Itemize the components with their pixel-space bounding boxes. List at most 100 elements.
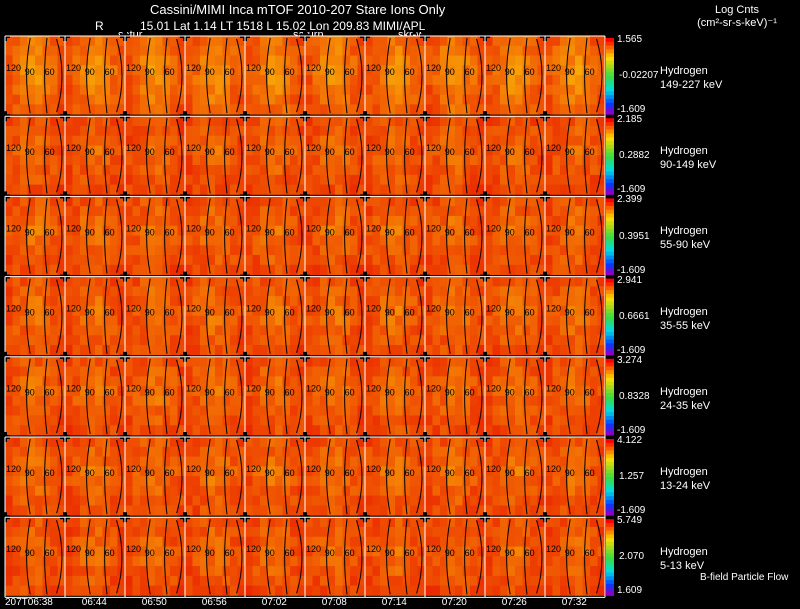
heatmap-pixel [192, 215, 201, 227]
heatmap-pixel [395, 155, 403, 166]
heatmap-pixel [305, 466, 313, 477]
heatmap-pixel [200, 376, 208, 387]
heatmap-pixel [42, 376, 51, 387]
heatmap-pixel [20, 585, 28, 596]
heatmap-pixel [462, 405, 471, 416]
heatmap-pixel [290, 476, 298, 487]
heatmap-pixel [530, 264, 538, 275]
arc-90 [506, 198, 511, 274]
heatmap-pixel [252, 125, 261, 137]
heatmap-pixel [260, 425, 268, 436]
heatmap-pixel [87, 425, 96, 436]
colorbar-step [606, 53, 614, 58]
heatmap-pixel [65, 184, 73, 195]
heatmap-pixel [492, 155, 501, 166]
heatmap-pixel [357, 425, 366, 436]
angle-label: 90 [265, 548, 275, 558]
heatmap-pixel [230, 335, 238, 346]
heatmap-pixel [507, 376, 516, 387]
heatmap-pixel [185, 356, 193, 367]
heatmap-pixel [5, 335, 13, 346]
heatmap-pixel [432, 45, 441, 56]
heatmap-pixel [492, 65, 501, 76]
heatmap-pixel [417, 425, 426, 436]
arc-outer [116, 279, 123, 353]
heatmap-pixel [87, 505, 96, 516]
heatmap-pixel [387, 145, 396, 156]
heatmap-pixel [50, 145, 58, 156]
heatmap-pixel [222, 536, 231, 547]
colorbar-step [606, 389, 614, 394]
heatmap-pixel [252, 165, 261, 176]
heatmap-pixel [552, 215, 561, 227]
heatmap-pixel [87, 145, 96, 156]
arc-60 [224, 438, 228, 515]
heatmap-pixel [215, 526, 223, 538]
heatmap-pixel [42, 286, 51, 297]
heatmap-pixel [192, 415, 201, 426]
heatmap-pixel [147, 296, 156, 307]
heatmap-pixel [200, 255, 208, 266]
heatmap-pixel [447, 125, 456, 137]
heatmap-pixel [87, 286, 96, 297]
heatmap-pixel [35, 75, 43, 86]
heatmap-pixel [42, 245, 51, 256]
heatmap-pixel [500, 366, 508, 377]
heatmap-pixel [440, 264, 448, 275]
angle-label: 120 [186, 544, 201, 554]
arc-90 [566, 37, 571, 114]
heatmap-pixel [395, 55, 403, 66]
heatmap-pixel [230, 264, 238, 275]
heatmap-pixel [267, 215, 276, 227]
heatmap-pixel [5, 476, 13, 487]
heatmap-pixel [335, 165, 343, 176]
heatmap-pixel [87, 206, 96, 217]
heatmap-pixel [312, 345, 321, 356]
heatmap-pixel [575, 386, 583, 397]
heatmap-pixel [80, 286, 88, 297]
heatmap-pixel [432, 466, 441, 477]
heatmap-pixel [590, 206, 598, 217]
heatmap-pixel [260, 94, 268, 105]
heatmap-pixel [545, 225, 553, 236]
heatmap-pixel [567, 366, 576, 377]
heatmap-pixel [117, 356, 126, 367]
heatmap-pixel [447, 116, 456, 127]
heatmap-pixel [260, 305, 268, 317]
heatmap-pixel [155, 575, 163, 587]
colorbar-step [606, 286, 614, 291]
heatmap-pixel [282, 485, 291, 497]
heatmap-pixel [447, 84, 456, 96]
heatmap-pixel [387, 446, 396, 457]
arc-outer [536, 279, 543, 353]
heatmap-pixel [35, 206, 43, 217]
heatmap-pixel [140, 566, 148, 577]
heatmap-pixel [515, 315, 523, 326]
heatmap-pixel [207, 116, 216, 127]
heatmap-pixel [597, 437, 606, 448]
heatmap-pixel [290, 206, 298, 217]
heatmap-pixel [282, 286, 291, 297]
heatmap-pixel [275, 245, 283, 256]
heatmap-pixel [447, 55, 456, 66]
heatmap-pixel [492, 245, 501, 256]
heatmap-pixel [492, 94, 501, 105]
heatmap-pixel [507, 466, 516, 477]
heatmap-pixel [215, 225, 223, 236]
arc-90 [26, 519, 31, 595]
heatmap-pixel [260, 225, 268, 236]
heatmap-pixel [102, 165, 111, 176]
heatmap-pixel [462, 476, 471, 487]
heatmap-pixel [170, 135, 178, 146]
heatmap-pixel [305, 315, 313, 326]
heatmap-pixel [530, 305, 538, 317]
heatmap-pixel [50, 174, 58, 186]
heatmap-pixel [492, 446, 501, 457]
heatmap-pixel [455, 174, 463, 186]
angle-label: 90 [385, 67, 395, 77]
heatmap-pixel [545, 206, 553, 217]
heatmap-pixel [35, 517, 43, 528]
heatmap-pixel [80, 245, 88, 256]
heatmap-pixel [275, 536, 283, 547]
heatmap-pixel [372, 36, 381, 47]
